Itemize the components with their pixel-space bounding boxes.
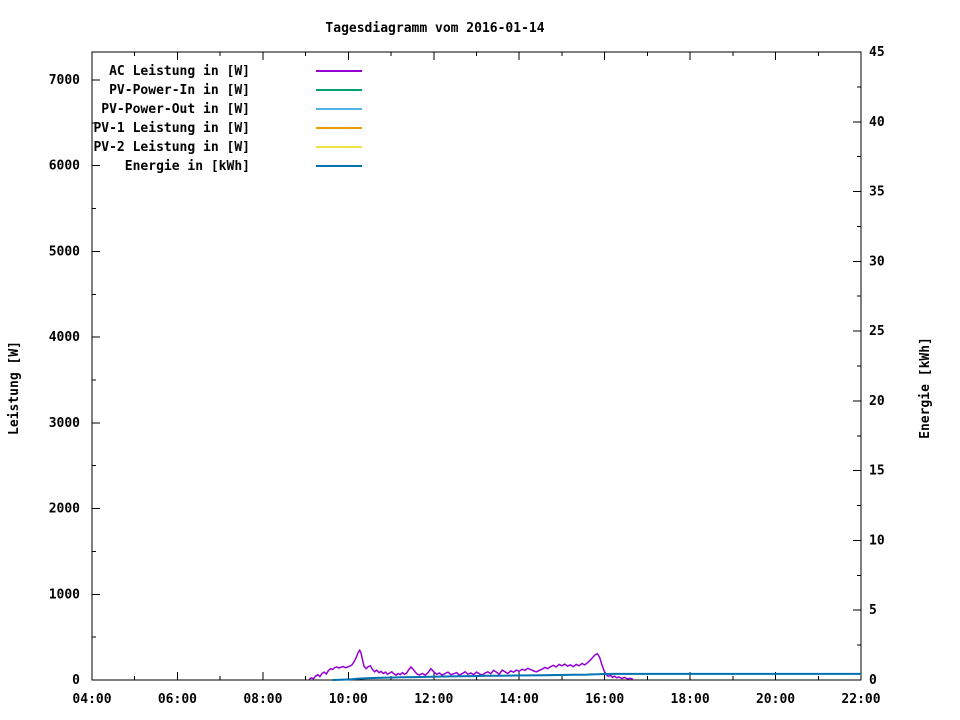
y-right-tick-label: 40 bbox=[869, 115, 885, 130]
y-left-tick-label: 4000 bbox=[49, 330, 80, 345]
legend-label: PV-1 Leistung in [W] bbox=[93, 121, 250, 136]
y-left-tick-label: 5000 bbox=[49, 244, 80, 259]
plot-area: 04:00 06:00 08:00 10:00 12:00 14:00 16:00 18:00… bbox=[49, 45, 885, 707]
y-right-tick-label: 0 bbox=[869, 673, 877, 688]
y-right-tick-label: 45 bbox=[869, 45, 885, 60]
chart-title: Tagesdiagramm vom 2016-01-14 bbox=[325, 21, 544, 36]
y-left-axis-title: Leistung [W] bbox=[7, 341, 22, 435]
y-right-tick-label: 5 bbox=[869, 603, 877, 618]
legend-label: PV-Power-In in [W] bbox=[109, 83, 250, 98]
x-tick-label: 20:00 bbox=[756, 692, 795, 707]
x-tick-label: 06:00 bbox=[158, 692, 197, 707]
series-line-energie-in-kwh bbox=[332, 672, 861, 681]
x-tick-label: 12:00 bbox=[414, 692, 453, 707]
series-line-ac-leistung-in-w bbox=[308, 648, 634, 681]
y-right-tick-label: 10 bbox=[869, 533, 885, 548]
legend-label: Energie in [kWh] bbox=[125, 159, 250, 174]
legend-label: AC Leistung in [W] bbox=[109, 64, 250, 79]
legend-label: PV-2 Leistung in [W] bbox=[93, 140, 250, 155]
x-tick-label: 18:00 bbox=[671, 692, 710, 707]
y-left-tick-label: 7000 bbox=[49, 73, 80, 88]
y-right-tick-label: 20 bbox=[869, 394, 885, 409]
y-left-tick-label: 2000 bbox=[49, 502, 80, 517]
y-left-tick-label: 1000 bbox=[49, 587, 80, 602]
x-tick-label: 04:00 bbox=[72, 692, 111, 707]
y-right-tick-label: 30 bbox=[869, 254, 885, 269]
x-tick-label: 10:00 bbox=[329, 692, 368, 707]
x-tick-label: 08:00 bbox=[243, 692, 282, 707]
y-right-tick-label: 35 bbox=[869, 185, 885, 200]
y-right-tick-label: 15 bbox=[869, 464, 885, 479]
y-left-tick-label: 0 bbox=[72, 673, 80, 688]
y-right-axis-title: Energie [kWh] bbox=[918, 337, 933, 439]
x-tick-label: 22:00 bbox=[841, 692, 880, 707]
y-right-tick-label: 25 bbox=[869, 324, 885, 339]
legend-label: PV-Power-Out in [W] bbox=[101, 102, 250, 117]
x-tick-label: 16:00 bbox=[585, 692, 624, 707]
x-tick-label: 14:00 bbox=[500, 692, 539, 707]
y-left-tick-label: 3000 bbox=[49, 416, 80, 431]
y-left-tick-label: 6000 bbox=[49, 159, 80, 174]
